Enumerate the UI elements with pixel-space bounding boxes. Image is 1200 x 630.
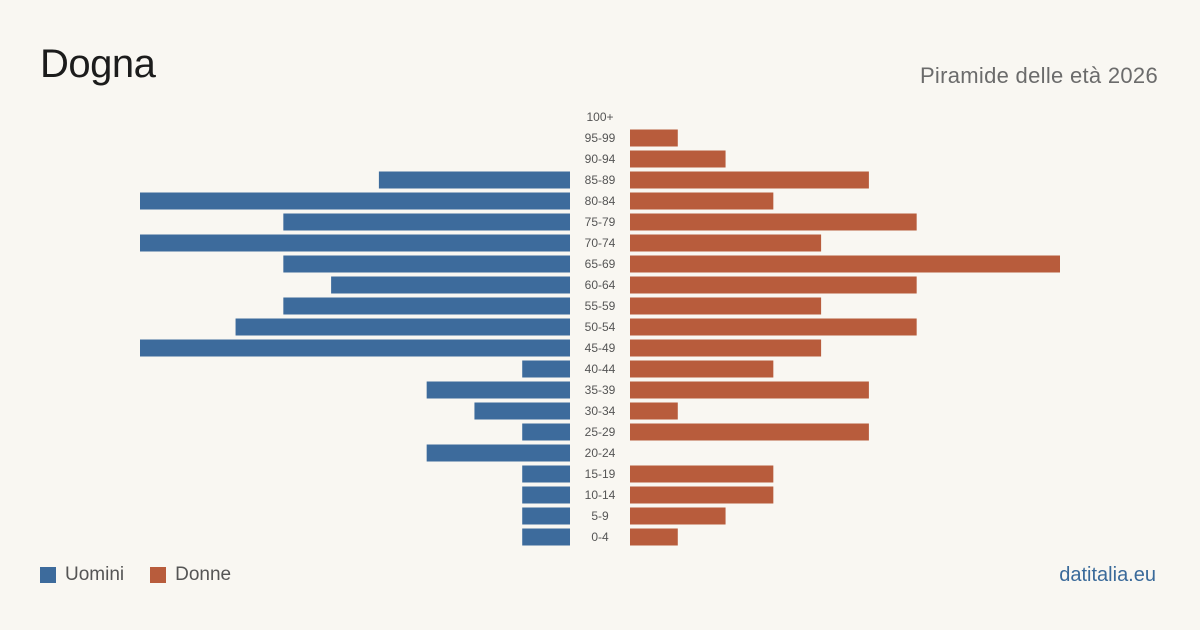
age-label-60-64: 60-64 [585, 278, 616, 292]
age-label-55-59: 55-59 [585, 299, 616, 313]
bar-women-90-94 [630, 150, 726, 168]
bar-women-10-14 [630, 486, 774, 504]
legend-item-women: Donne [150, 564, 231, 586]
bar-men-75-79 [283, 213, 570, 231]
legend: Uomini Donne [40, 564, 257, 586]
bar-men-65-69 [283, 255, 570, 273]
age-label-35-39: 35-39 [585, 383, 616, 397]
brand-link[interactable]: datitalia.eu [1059, 564, 1156, 586]
bar-women-95-99 [630, 129, 678, 147]
age-label-25-29: 25-29 [585, 425, 616, 439]
age-label-85-89: 85-89 [585, 173, 616, 187]
bar-women-5-9 [630, 507, 726, 525]
age-label-100+: 100+ [586, 110, 613, 124]
bar-women-65-69 [630, 255, 1060, 273]
age-label-40-44: 40-44 [585, 362, 616, 376]
bar-women-50-54 [630, 318, 917, 336]
bar-men-55-59 [283, 297, 570, 315]
age-label-65-69: 65-69 [585, 257, 616, 271]
bar-women-85-89 [630, 171, 869, 189]
bar-women-80-84 [630, 192, 774, 210]
bar-women-70-74 [630, 234, 822, 252]
chart-subtitle: Piramide delle età 2026 [919, 63, 1158, 88]
page-title: Dogna [40, 42, 156, 86]
legend-swatch-women [150, 567, 167, 583]
age-label-75-79: 75-79 [585, 215, 616, 229]
bar-women-45-49 [630, 339, 822, 357]
bar-women-0-4 [630, 528, 678, 546]
age-label-15-19: 15-19 [585, 467, 616, 481]
age-label-30-34: 30-34 [585, 404, 616, 418]
age-label-20-24: 20-24 [585, 446, 616, 460]
age-label-5-9: 5-9 [591, 509, 609, 523]
age-label-0-4: 0-4 [591, 530, 609, 544]
age-label-90-94: 90-94 [585, 152, 616, 166]
bar-women-40-44 [630, 360, 774, 378]
age-label-50-54: 50-54 [585, 320, 616, 334]
bar-women-55-59 [630, 297, 822, 315]
bar-men-60-64 [331, 276, 570, 294]
bar-women-60-64 [630, 276, 917, 294]
bar-women-75-79 [630, 213, 917, 231]
legend-label-women: Donne [175, 564, 232, 585]
bar-men-20-24 [426, 444, 570, 462]
bar-women-30-34 [630, 402, 678, 420]
bar-women-35-39 [630, 381, 869, 399]
bar-men-85-89 [378, 171, 570, 189]
age-label-95-99: 95-99 [585, 131, 616, 145]
bar-men-35-39 [426, 381, 570, 399]
age-label-10-14: 10-14 [585, 488, 616, 502]
bar-men-70-74 [140, 234, 570, 252]
age-label-70-74: 70-74 [585, 236, 616, 250]
bar-men-30-34 [474, 402, 570, 420]
legend-label-men: Uomini [65, 564, 125, 585]
bar-women-15-19 [630, 465, 774, 483]
age-label-45-49: 45-49 [585, 341, 616, 355]
bar-men-80-84 [140, 192, 570, 210]
bar-men-15-19 [522, 465, 570, 483]
bar-women-25-29 [630, 423, 869, 441]
bar-men-10-14 [522, 486, 570, 504]
bar-men-0-4 [522, 528, 570, 546]
bar-men-50-54 [235, 318, 571, 336]
bar-men-40-44 [522, 360, 570, 378]
age-label-80-84: 80-84 [585, 194, 616, 208]
bar-men-25-29 [522, 423, 570, 441]
bar-men-45-49 [140, 339, 570, 357]
legend-swatch-men [40, 567, 56, 583]
bar-men-5-9 [522, 507, 570, 525]
legend-item-men: Uomini [40, 564, 124, 586]
